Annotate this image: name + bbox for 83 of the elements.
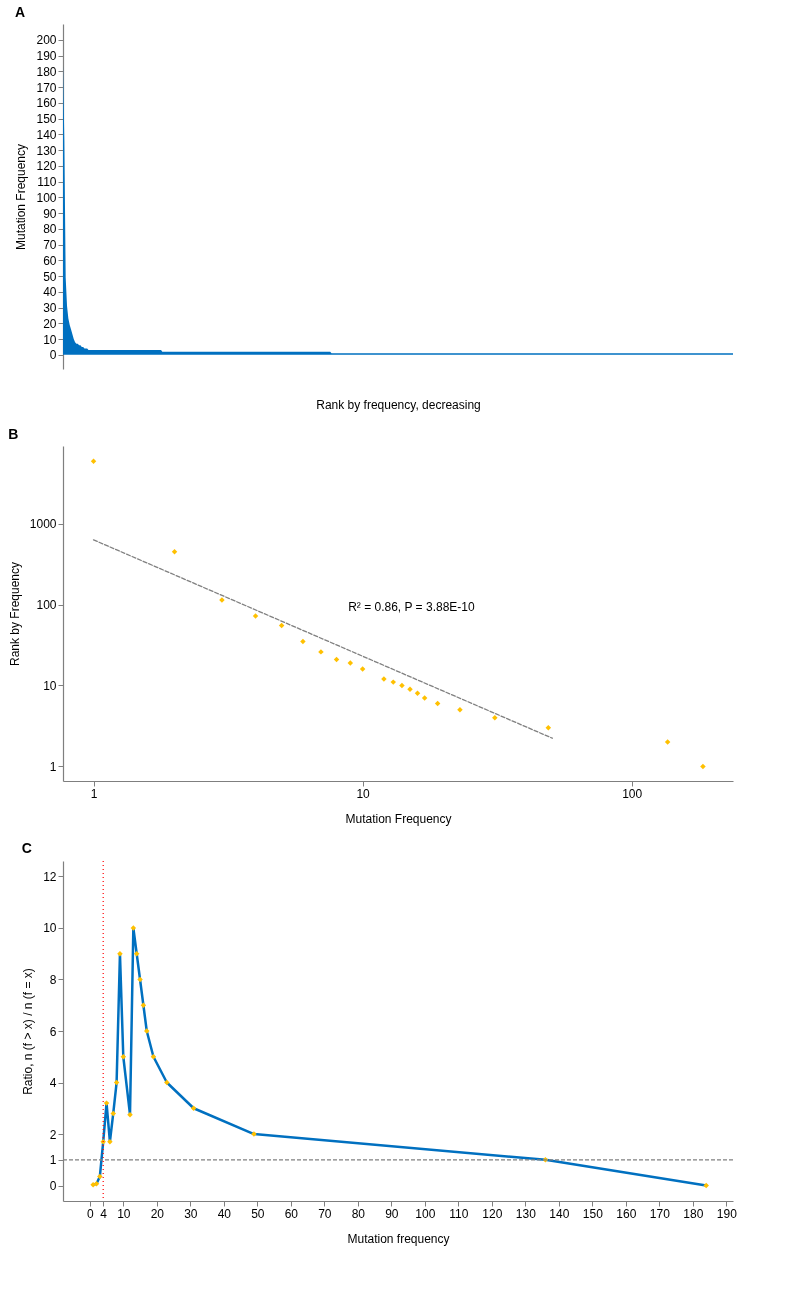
y-tick-label: 0 (49, 348, 57, 363)
y-tick-label: 130 (36, 143, 57, 158)
y-tick-label: 4 (49, 1076, 57, 1091)
y-tick-label: 2 (49, 1127, 57, 1142)
point (103, 1100, 110, 1106)
y-tick-label: 70 (43, 238, 57, 253)
y-tick-label: 10 (43, 678, 57, 693)
y-axis-title: Mutation Frequency (14, 143, 29, 251)
x-tick-label: 140 (549, 1206, 570, 1221)
y-tick-label: 60 (43, 253, 57, 268)
x-tick-label: 180 (683, 1206, 704, 1221)
x-tick-label: 10 (356, 786, 371, 801)
y-tick-label: 90 (43, 206, 57, 221)
annotation: R² = 0.86, P = 3.88E-10 (348, 599, 475, 614)
y-tick-label: 1 (49, 759, 57, 774)
y-tick-label: 1 (49, 1153, 57, 1168)
x-tick-label: 190 (716, 1206, 738, 1221)
y-tick-label: 50 (43, 269, 57, 284)
point (107, 1139, 113, 1145)
point (110, 1110, 116, 1117)
x-tick-label: 10 (117, 1206, 131, 1221)
y-tick-label: 190 (36, 49, 57, 64)
point (703, 1182, 709, 1189)
y-tick-label: 20 (43, 316, 57, 331)
y-tick-label: 8 (49, 972, 57, 987)
y-tick-label: 170 (36, 80, 57, 95)
point (190, 1105, 197, 1112)
point (137, 976, 143, 983)
point (117, 950, 123, 957)
x-tick-label: 120 (482, 1206, 503, 1221)
x-tick-label: 150 (582, 1206, 604, 1221)
x-tick-label: 100 (622, 786, 643, 801)
x-axis-title: Mutation Frequency (345, 811, 452, 826)
point (100, 1139, 106, 1145)
chart-title: A (14, 4, 26, 20)
y-tick-label: 12 (43, 869, 57, 884)
y-tick-label: 100 (36, 190, 57, 205)
point (164, 1079, 170, 1086)
x-tick-label: 60 (284, 1206, 299, 1221)
x-tick-label: 90 (385, 1206, 399, 1221)
x-axis-title: Mutation frequency (347, 1231, 450, 1246)
x-tick-label: 110 (449, 1206, 469, 1221)
point (140, 1002, 147, 1008)
y-tick-label: 160 (36, 96, 57, 111)
y-tick-label: 10 (43, 921, 57, 936)
y-tick-label: 200 (36, 33, 57, 48)
y-tick-label: 110 (37, 175, 57, 190)
y-tick-label: 120 (36, 159, 57, 174)
x-tick-label: 100 (415, 1206, 436, 1221)
y-tick-label: 1000 (29, 517, 57, 532)
y-tick-label: 100 (36, 598, 57, 613)
y-tick-label: 140 (36, 127, 57, 142)
x-tick-label: 50 (251, 1206, 265, 1221)
x-tick-label: 1 (90, 786, 98, 801)
point (133, 950, 140, 957)
x-tick-label: 170 (649, 1206, 671, 1221)
y-tick-label: 150 (36, 112, 57, 127)
point (150, 1054, 157, 1060)
chart-title: C (21, 840, 32, 857)
y-tick-label: 80 (43, 222, 57, 237)
y-tick-label: 40 (43, 285, 57, 300)
point (120, 1054, 127, 1060)
point (97, 1173, 103, 1180)
y-tick-label: 10 (43, 332, 57, 347)
point (130, 925, 137, 931)
y-tick-label: 6 (49, 1024, 57, 1039)
x-tick-label: 20 (150, 1206, 165, 1221)
y-tick-label: 0 (49, 1179, 57, 1194)
chart-title: B (8, 426, 19, 442)
y-tick-label: 30 (43, 301, 57, 316)
y-axis-title: Rank by Frequency (7, 561, 22, 667)
x-tick-label: 40 (217, 1206, 232, 1221)
y-axis-title: Ratio, n (f > x) / n (f = x) (21, 968, 36, 1095)
x-tick-label: 0 (86, 1206, 94, 1221)
x-tick-label: 30 (184, 1206, 198, 1221)
x-axis-title: Rank by frequency, decreasing (316, 397, 481, 412)
x-tick-label: 160 (616, 1206, 637, 1221)
x-tick-label: 130 (515, 1206, 537, 1221)
point (127, 1111, 133, 1118)
y-tick-label: 180 (36, 64, 57, 79)
x-tick-label: 4 (100, 1206, 108, 1221)
x-tick-label: 80 (351, 1206, 366, 1221)
x-tick-label: 70 (318, 1206, 332, 1221)
